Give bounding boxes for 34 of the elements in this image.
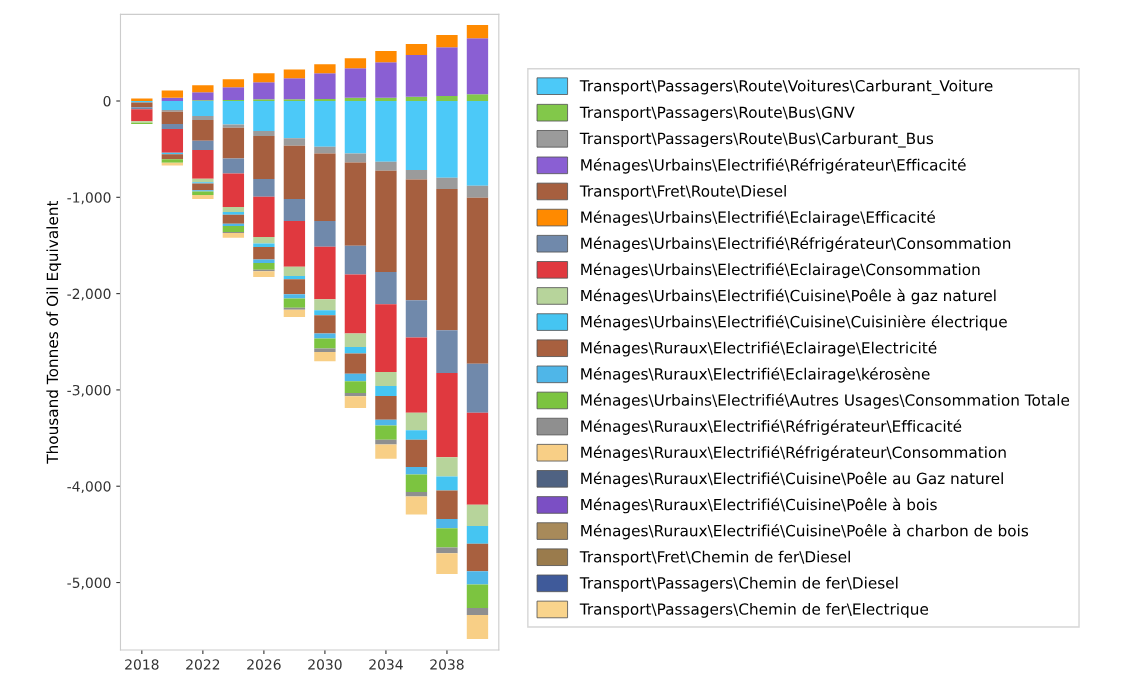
legend-label: Ménages\Urbains\Electrifié\Eclairage\Consommation [581,262,980,279]
legend-label: Ménages\Urbains\Electrifié\Cuisine\Poêle à gaz naturel [581,288,996,305]
legend-label: Ménages\Urbains\Electrifié\Autres Usages\Consommation Totale [581,393,1070,409]
y-axis-title: Thousand Tonnes of Oil Equivalent [46,200,62,464]
y-tick-label: 0 [103,95,111,107]
legend-label: Ménages\Ruraux\Electrifié\Eclairage\kérosène [581,367,930,383]
x-tick-label: 2018 [125,659,159,670]
legend-label: Ménages\Urbains\Electrifié\Cuisine\Cuisinière électrique [581,314,1007,331]
legend-label: Transport\Fret\Chemin de fer\Diesel [579,550,850,566]
legend-label: Ménages\Ruraux\Electrifié\Réfrigérateur\Efficacité [581,419,962,435]
y-tick-label: -5,000 [67,577,111,590]
legend-label: Ménages\Ruraux\Electrifié\Cuisine\Poêle à charbon de bois [581,523,1029,540]
legend-label: Ménages\Ruraux\Electrifié\Cuisine\Poêle à bois [581,497,937,514]
x-tick-label: 2022 [186,659,220,670]
x-tick-label: 2030 [308,659,342,670]
legend-label: Ménages\Urbains\Electrifié\Eclairage\Efficacité [581,210,935,226]
x-tick-label: 2038 [430,659,464,670]
legend-label: Transport\Passagers\Route\Bus\Carburant_Bus [579,132,934,148]
y-tick-label: -2,000 [67,288,111,301]
legend-label: Transport\Passagers\Chemin de fer\Electrique [579,602,929,618]
y-tick-label: -1,000 [67,192,111,205]
legend-label: Transport\Passagers\Route\Voitures\Carburant_Voiture [579,79,993,95]
legend-label: Ménages\Ruraux\Electrifié\Réfrigérateur\Consommation [581,445,1006,462]
legend-label: Ménages\Urbains\Electrifié\Réfrigérateur\Efficacité [581,158,966,174]
legend-label: Ménages\Urbains\Electrifié\Réfrigérateur\Consommation [581,236,1011,253]
x-tick-label: 2034 [369,659,403,670]
y-tick-label: -4,000 [67,481,111,494]
x-tick-label: 2026 [247,659,281,670]
legend-label: Ménages\Ruraux\Electrifié\Cuisine\Poêle au Gaz naturel [581,471,1003,488]
legend-label: Transport\Passagers\Route\Bus\GNV [579,106,855,121]
y-tick-label: -3,000 [67,384,111,397]
legend-label: Ménages\Ruraux\Electrifié\Eclairage\Electricité [581,341,937,357]
legend-label: Transport\Fret\Route\Diesel [579,184,786,200]
legend-label: Transport\Passagers\Chemin de fer\Diesel [579,576,898,592]
